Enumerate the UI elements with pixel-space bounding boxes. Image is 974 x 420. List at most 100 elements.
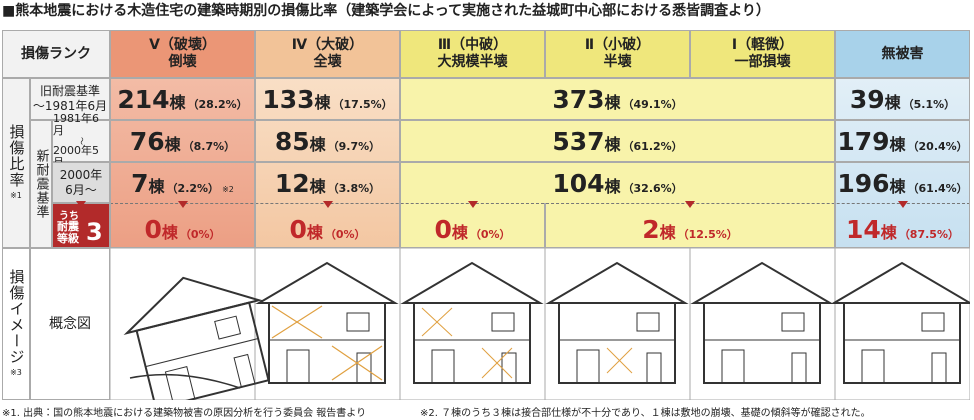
unit: 棟 <box>604 93 621 112</box>
unit: 棟 <box>169 93 186 112</box>
ratio: （12.5%） <box>677 228 738 241</box>
bg <box>255 30 400 78</box>
value-cell: 2 棟（12.5%） <box>545 203 835 248</box>
bg <box>835 78 970 248</box>
value-cell: 214 棟（28.2%） <box>110 78 255 120</box>
new-late: 2000年 6月～ <box>52 162 110 203</box>
value-cell: 196 棟（61.4%） <box>835 162 970 203</box>
value-cell: 373 棟（49.1%） <box>400 78 835 120</box>
house-small <box>548 262 686 384</box>
bg <box>110 78 255 248</box>
value-cell: 0 棟（0%） <box>400 203 545 248</box>
house-none <box>833 262 970 384</box>
header-line: 無被害 <box>881 45 924 62</box>
header-line: Ⅴ（破壊） <box>149 37 216 53</box>
count: 39 <box>849 85 885 114</box>
header-line: 倒壊 <box>168 54 197 70</box>
dash-line <box>110 203 970 204</box>
ratio-text: 損傷比率 <box>7 123 26 188</box>
count: 0 <box>289 215 307 244</box>
note: ※2 <box>222 185 234 194</box>
column-header: 無被害 <box>835 30 970 78</box>
ratio: （17.5%） <box>332 98 393 111</box>
period: 1981年6月 <box>53 112 99 137</box>
period: 2000年 <box>59 167 103 182</box>
period-sep: ～ <box>77 137 86 145</box>
arrow <box>685 201 695 208</box>
unit: 棟 <box>309 135 326 154</box>
rank-header: 損傷ランク <box>2 30 110 78</box>
ratio: （49.1%） <box>622 98 683 111</box>
grade-text: 耐震等級 <box>57 220 79 245</box>
bg <box>400 30 835 78</box>
unit: 棟 <box>306 223 323 242</box>
new-early: 1981年6月 ～ 2000年5月 <box>52 113 110 169</box>
unit: 棟 <box>880 223 897 242</box>
arrow <box>177 201 188 208</box>
house-images <box>110 248 970 400</box>
ratio: （0%） <box>469 228 511 241</box>
count: 179 <box>837 127 890 156</box>
ratio: （32.6%） <box>622 182 683 195</box>
ratio-note: ※1 <box>10 190 22 200</box>
ratio: （2.2%） <box>166 182 220 195</box>
image-note: ※3 <box>10 367 22 377</box>
unit: 棟 <box>148 177 165 196</box>
column-header: Ⅲ（中破） 大規模半壊 <box>400 30 545 78</box>
value-cell: 76 棟（8.7%） <box>110 120 255 162</box>
header-line: 半壊 <box>603 54 632 70</box>
old-text: 旧耐震基準 <box>39 84 100 98</box>
concept-label: 概念図 <box>30 248 110 400</box>
value-cell: 7 棟（2.2%） ※2 <box>110 162 255 203</box>
column-header: Ⅰ（軽微） 一部損壊 <box>690 30 835 78</box>
house-medium <box>403 262 541 384</box>
grade-num: 3 <box>86 218 103 246</box>
unit: 棟 <box>164 135 181 154</box>
unit: 棟 <box>604 177 621 196</box>
header-line: 大規模半壊 <box>437 54 508 70</box>
ratio: （61.4%） <box>907 182 968 195</box>
ratio-label: 損傷比率 ※1 <box>2 78 30 248</box>
count: 7 <box>131 169 149 198</box>
count: 14 <box>846 215 881 244</box>
house-slight <box>693 262 831 384</box>
unit: 棟 <box>604 135 621 154</box>
arrow <box>897 201 908 208</box>
count: 0 <box>144 215 162 244</box>
unit: 棟 <box>161 223 178 242</box>
count: 196 <box>837 169 890 198</box>
grade-pre: うち <box>59 211 79 222</box>
ratio: （9.7%） <box>327 140 381 153</box>
count: 537 <box>552 127 605 156</box>
header-line: Ⅳ（大破） <box>291 37 364 53</box>
column-header: Ⅴ（破壊） 倒壊 <box>110 30 255 78</box>
ratio: （0%） <box>179 228 221 241</box>
value-cell: 179 棟（20.4%） <box>835 120 970 162</box>
unit: 棟 <box>659 223 676 242</box>
ratio: （28.2%） <box>187 98 248 111</box>
count: 104 <box>552 169 605 198</box>
arrow <box>467 201 478 208</box>
ratio: （61.2%） <box>622 140 683 153</box>
ratio: （5.1%） <box>902 98 956 111</box>
unit: 棟 <box>309 177 326 196</box>
count: 12 <box>274 169 310 198</box>
value-cell: 0 棟（0%） <box>110 203 255 248</box>
value-cell: 537 棟（61.2%） <box>400 120 835 162</box>
new-text: 新耐震基準 <box>33 149 49 219</box>
unit: 棟 <box>889 135 906 154</box>
header-line: 全壊 <box>313 54 342 70</box>
value-cell: 39 棟（5.1%） <box>835 78 970 120</box>
arrow <box>76 201 86 208</box>
footnote: ※1. 出典：国の熊本地震における建築物被害の原因分析を行う委員会 報告書より <box>2 408 367 419</box>
ratio: （3.8%） <box>327 182 381 195</box>
column-header: Ⅱ（小破） 半壊 <box>545 30 690 78</box>
unit: 棟 <box>884 93 901 112</box>
header-line: Ⅱ（小破） <box>584 37 651 53</box>
bg <box>110 30 255 78</box>
grade-label: うち 耐震等級 3 <box>52 203 110 248</box>
bg <box>835 30 970 78</box>
value-cell: 133 棟（17.5%） <box>255 78 400 120</box>
bg <box>400 78 835 248</box>
